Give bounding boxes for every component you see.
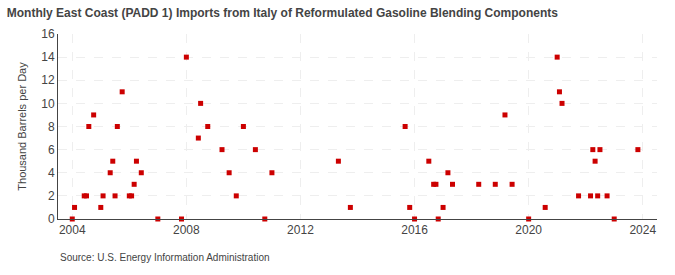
svg-text:10: 10: [41, 97, 55, 111]
svg-text:2008: 2008: [173, 223, 200, 237]
svg-text:8: 8: [48, 120, 55, 134]
svg-text:Monthly East Coast (PADD 1) Im: Monthly East Coast (PADD 1) Imports from…: [7, 6, 558, 20]
svg-text:2016: 2016: [401, 223, 428, 237]
svg-text:12: 12: [41, 73, 55, 87]
svg-text:Thousand Barrels per Day: Thousand Barrels per Day: [16, 62, 28, 191]
svg-text:2004: 2004: [59, 223, 86, 237]
svg-text:2024: 2024: [629, 223, 656, 237]
svg-text:16: 16: [41, 27, 55, 41]
svg-text:4: 4: [48, 166, 55, 180]
svg-text:Source: U.S. Energy Informatio: Source: U.S. Energy Information Administ…: [60, 252, 270, 263]
svg-text:2012: 2012: [287, 223, 314, 237]
svg-text:6: 6: [48, 143, 55, 157]
svg-text:2: 2: [48, 189, 55, 203]
svg-text:14: 14: [41, 50, 55, 64]
svg-text:2020: 2020: [515, 223, 542, 237]
svg-text:0: 0: [48, 212, 55, 226]
